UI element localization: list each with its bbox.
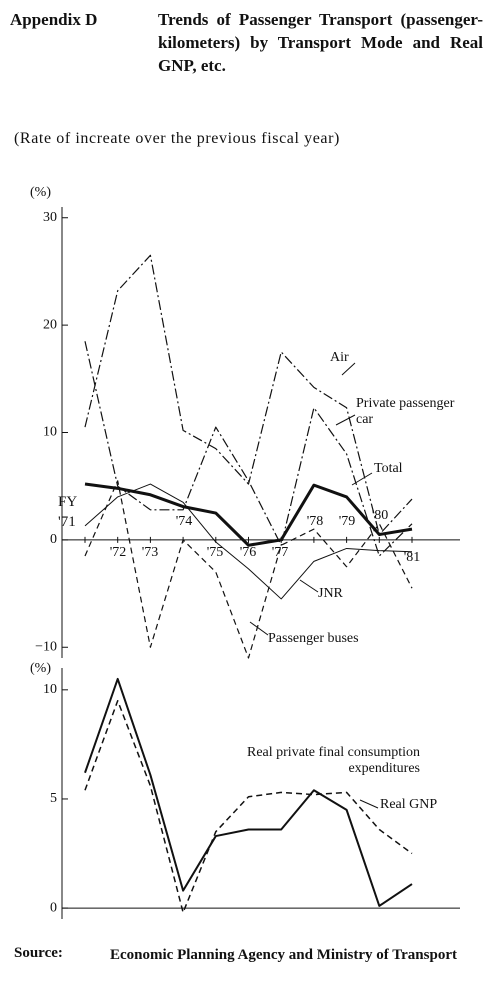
x-tick-label: '76 — [240, 545, 257, 560]
series-line — [84, 482, 413, 547]
series-label: Passenger buses — [268, 631, 359, 646]
y-tick-label: 30 — [43, 210, 57, 225]
y-tick-label: 5 — [50, 791, 57, 806]
x-tick-label: '77 — [272, 545, 289, 560]
series-label: Real private final consumption expenditu… — [246, 745, 420, 776]
source-label: Source: — [14, 945, 63, 961]
leader — [249, 621, 269, 636]
chart-title: Trends of Passenger Transport (passenger… — [158, 10, 483, 75]
x-tick-label: '78 — [307, 514, 324, 529]
x-tick-label: '81 — [404, 550, 421, 565]
series-line — [84, 483, 413, 600]
y-unit: (%) — [30, 185, 51, 200]
series-label: Real GNP — [380, 797, 438, 812]
leader — [299, 579, 319, 593]
y-unit: (%) — [30, 661, 51, 676]
series-label: Private passenger car — [356, 396, 455, 427]
series-line — [84, 480, 413, 659]
series-label: Total — [374, 461, 403, 476]
series-label: Air — [330, 350, 349, 365]
x-tick-label: '80 — [372, 508, 389, 523]
x-tick-label: '79 — [339, 514, 356, 529]
source-text: Economic Planning Agency and Ministry of… — [110, 947, 457, 963]
leader — [335, 414, 356, 426]
y-tick-label: 10 — [43, 425, 57, 440]
leader — [341, 362, 356, 376]
x-tick-label: '75 — [207, 545, 224, 560]
x-tick-label: FY '71 — [58, 494, 77, 530]
series-line — [84, 254, 413, 536]
subtitle: (Rate of increate over the previous fisc… — [14, 130, 340, 147]
y-tick-label: 10 — [43, 682, 57, 697]
series-line — [84, 341, 413, 557]
y-tick-label: 0 — [50, 532, 57, 547]
x-tick-label: '74 — [176, 514, 193, 529]
y-tick-label: −10 — [35, 639, 57, 654]
leader — [359, 799, 379, 809]
series-line — [84, 677, 413, 907]
y-tick-label: 0 — [50, 900, 57, 915]
series-line — [84, 699, 413, 914]
y-tick-label: 20 — [43, 317, 57, 332]
series-label: JNR — [318, 586, 343, 601]
appendix-label: Appendix D — [10, 10, 98, 29]
x-tick-label: '73 — [142, 545, 159, 560]
x-tick-label: '72 — [110, 545, 127, 560]
